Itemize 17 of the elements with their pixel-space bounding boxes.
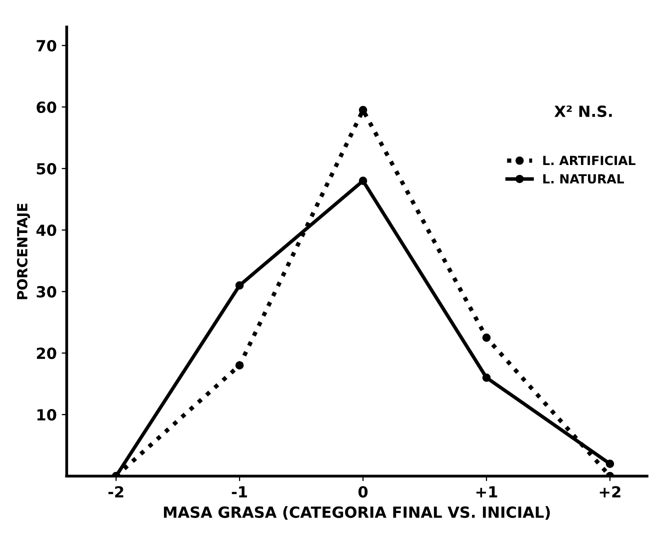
x-tick-label: +1 — [476, 486, 498, 498]
y-tick-label: 10 — [37, 409, 56, 421]
x-axis-title: MASA GRASA (CATEGORIA FINAL VS. INICIAL) — [164, 506, 550, 520]
y-tick-label: 20 — [36, 348, 56, 360]
y-axis-title: PORCENTAJE — [16, 204, 30, 300]
y-tick-label: 70 — [36, 40, 56, 52]
y-tick-label: 60 — [36, 101, 56, 114]
x-tick-label: +2 — [600, 486, 620, 498]
y-tick-label: 30 — [36, 286, 56, 298]
x-tick-label: -2 — [108, 486, 124, 498]
x-tick-label: 0 — [358, 486, 368, 498]
legend-label: L. ARTIFICIAL — [543, 156, 636, 166]
y-tick-label: 50 — [36, 162, 56, 175]
y-tick-label: 40 — [36, 224, 56, 236]
annotation: X² N.S. — [554, 106, 612, 118]
x-tick-label: -1 — [232, 486, 247, 498]
legend-label: L. NATURAL — [543, 174, 624, 184]
